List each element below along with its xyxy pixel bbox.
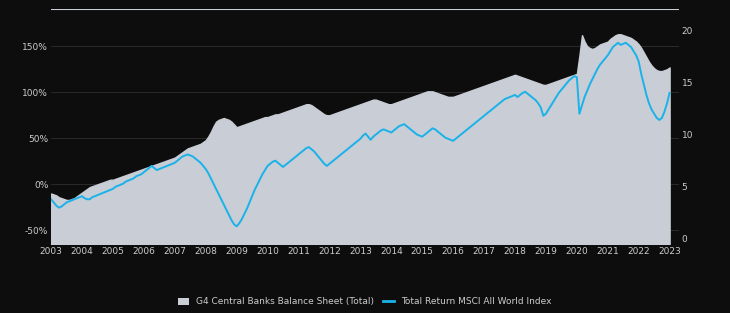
Legend: G4 Central Banks Balance Sheet (Total), Total Return MSCI All World Index: G4 Central Banks Balance Sheet (Total), … [174,294,556,310]
